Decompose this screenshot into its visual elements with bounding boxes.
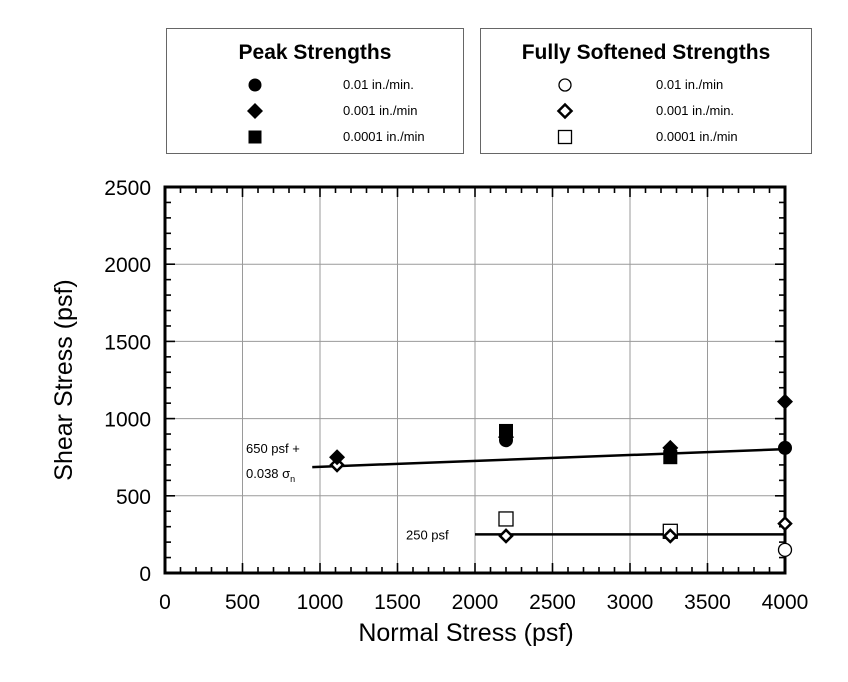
filled-diamond-data-point — [498, 429, 514, 446]
legend-fully-softened-strengths: Fully Softened Strengths 0.01 in./min 0.… — [480, 28, 812, 154]
axis-tick-labels: 0 500 1000 1500 2000 2500 3000 3500 4000 0 500 1000… — [104, 177, 808, 614]
x-tick-label: 3500 — [684, 591, 731, 614]
open-circle-marker-icon — [558, 78, 572, 92]
open-diamond-data-point — [498, 528, 514, 544]
fit-line-label: 650 psf + — [246, 441, 300, 456]
filled-square-marker-icon — [248, 130, 262, 144]
open-diamond-data-point — [662, 528, 679, 544]
fit-lines: 650 psf + 0.038 σn 250 psf — [246, 441, 786, 542]
legend-item-label: 0.01 in./min — [656, 77, 724, 92]
fit-line-label-subscript: n — [290, 474, 295, 484]
legend-item-label: 0.0001 in./min — [656, 129, 738, 144]
filled-circle-data-point — [778, 440, 792, 455]
filled-diamond-data-point — [777, 393, 793, 410]
y-tick-label: 500 — [116, 486, 151, 509]
fit-line-label: 0.038 σn — [246, 466, 295, 484]
x-tick-label: 2500 — [529, 591, 576, 614]
filled-circle-marker-icon — [248, 78, 262, 92]
legend-item: 0.001 in./min. — [481, 101, 811, 121]
fit-line — [312, 447, 786, 469]
x-tick-label: 1500 — [374, 591, 421, 614]
filled-diamond-marker-icon — [247, 103, 263, 119]
x-tick-label: 0 — [159, 591, 171, 614]
y-axis-title: Shear Stress (psf) — [50, 279, 78, 480]
x-tick-label: 500 — [225, 591, 260, 614]
open-diamond-marker-icon — [556, 102, 574, 120]
open-square-data-point — [498, 511, 514, 527]
x-axis-title: Normal Stress (psf) — [358, 619, 573, 647]
legend-peak-title: Peak Strengths — [238, 41, 392, 64]
y-tick-label: 0 — [139, 563, 151, 586]
open-diamond-data-point — [777, 515, 793, 532]
y-tick-label: 2000 — [104, 254, 151, 277]
legend-item: 0.001 in./min — [167, 101, 463, 121]
legend-item-label: 0.001 in./min. — [656, 103, 735, 118]
legend-item: 0.0001 in./min — [167, 127, 463, 147]
y-tick-label: 1500 — [104, 331, 151, 354]
legend-item: 0.01 in./min. — [167, 75, 463, 95]
x-tick-label: 3000 — [607, 591, 654, 614]
plot-area-frame — [163, 185, 787, 575]
fit-line-label-main: 0.038 σ — [246, 466, 290, 481]
y-tick-label: 2500 — [104, 177, 151, 200]
legend-peak-strengths: Peak Strengths 0.01 in./min. 0.001 in./m… — [166, 28, 464, 154]
legend-item-label: 0.0001 in./min — [343, 129, 425, 144]
fit-line-label: 250 psf — [406, 527, 449, 542]
y-tick-label: 1000 — [104, 409, 151, 432]
legend-item: 0.0001 in./min — [481, 127, 811, 147]
legend-item-label: 0.01 in./min. — [343, 77, 414, 92]
legend-item-label: 0.001 in./min — [343, 103, 418, 118]
open-square-marker-icon — [557, 129, 573, 145]
legend-soft-title: Fully Softened Strengths — [521, 41, 771, 64]
x-tick-label: 1000 — [297, 591, 344, 614]
legend-item: 0.01 in./min — [481, 75, 811, 95]
grid — [165, 187, 785, 573]
x-tick-label: 2000 — [452, 591, 499, 614]
filled-diamond-data-point — [662, 439, 679, 456]
data-points — [329, 393, 793, 557]
filled-diamond-data-point — [329, 449, 346, 466]
open-circle-data-point — [777, 542, 793, 557]
x-tick-label: 4000 — [762, 591, 809, 614]
